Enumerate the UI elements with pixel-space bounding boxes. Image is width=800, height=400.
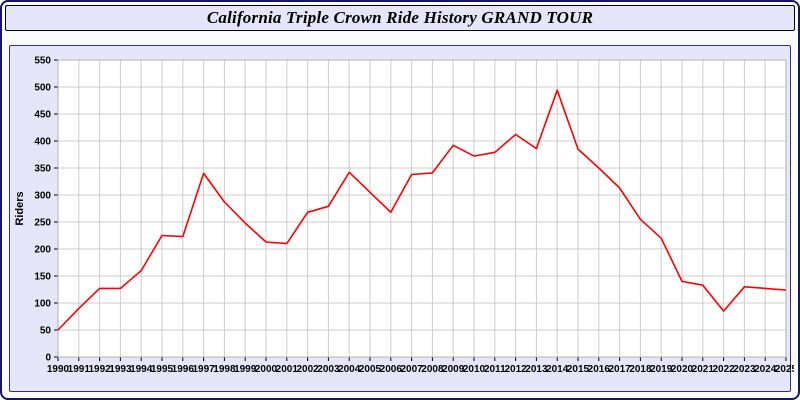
y-tick-label: 100 xyxy=(34,299,51,310)
y-tick-label: 200 xyxy=(34,245,51,256)
x-tick-label: 1996 xyxy=(172,364,195,375)
x-tick-label: 2021 xyxy=(692,364,715,375)
x-tick-label: 2025 xyxy=(775,364,794,375)
x-tick-label: 2008 xyxy=(421,364,444,375)
x-tick-label: 2005 xyxy=(359,364,382,375)
x-tick-label: 1995 xyxy=(151,364,174,375)
x-tick-label: 2007 xyxy=(400,364,423,375)
y-tick-label: 300 xyxy=(34,191,51,202)
chart-title-bar: California Triple Crown Ride History GRA… xyxy=(5,5,795,31)
x-tick-label: 2023 xyxy=(733,364,756,375)
y-tick-label: 550 xyxy=(34,56,51,67)
x-tick-label: 2000 xyxy=(255,364,278,375)
y-axis-title: Riders xyxy=(14,191,26,225)
x-tick-label: 2006 xyxy=(380,364,403,375)
y-tick-label: 250 xyxy=(34,218,51,229)
x-tick-label: 2012 xyxy=(504,364,527,375)
y-tick-label: 450 xyxy=(34,110,51,121)
plot-border xyxy=(57,59,787,358)
x-tick-label: 2018 xyxy=(629,364,652,375)
x-tick-label: 2003 xyxy=(317,364,340,375)
y-tick-label: 500 xyxy=(34,83,51,94)
x-tick-label: 1993 xyxy=(109,364,132,375)
x-tick-label: 2011 xyxy=(484,364,506,375)
x-tick-label: 2001 xyxy=(276,364,299,375)
x-tick-label: 1994 xyxy=(130,364,153,375)
x-tick-label: 2020 xyxy=(671,364,694,375)
series-line-riders xyxy=(57,89,787,331)
ride-history-line-chart: 0501001502002503003504004505005501990199… xyxy=(14,56,794,376)
x-tick-label: 2009 xyxy=(442,364,465,375)
x-tick-label: 1999 xyxy=(234,364,257,375)
y-tick-label: 400 xyxy=(34,137,51,148)
x-tick-label: 2022 xyxy=(712,364,735,375)
x-tick-label: 2014 xyxy=(546,364,569,375)
x-tick-label: 1998 xyxy=(213,364,236,375)
x-tick-label: 2016 xyxy=(588,364,611,375)
plot-area xyxy=(58,60,786,357)
x-tick-label: 1992 xyxy=(88,364,111,375)
x-tick-label: 2019 xyxy=(650,364,673,375)
y-tick-label: 50 xyxy=(40,326,52,337)
x-tick-label: 2013 xyxy=(525,364,548,375)
x-tick-label: 2024 xyxy=(754,364,777,375)
x-tick-label: 2010 xyxy=(463,364,486,375)
page-title: California Triple Crown Ride History GRA… xyxy=(206,8,594,27)
y-tick-label: 150 xyxy=(34,272,51,283)
x-tick-label: 2015 xyxy=(567,364,590,375)
x-tick-label: 1997 xyxy=(192,364,215,375)
y-tick-label: 0 xyxy=(45,353,51,364)
y-tick-label: 350 xyxy=(34,164,51,175)
x-tick-label: 2002 xyxy=(296,364,319,375)
x-tick-label: 1991 xyxy=(68,364,91,375)
x-tick-label: 2017 xyxy=(608,364,631,375)
x-tick-label: 1990 xyxy=(47,364,70,375)
x-tick-label: 2004 xyxy=(338,364,361,375)
chart-panel: 0 50 100 150 200 250 300 350 400 450 500 550 1990 199… xyxy=(9,45,794,392)
